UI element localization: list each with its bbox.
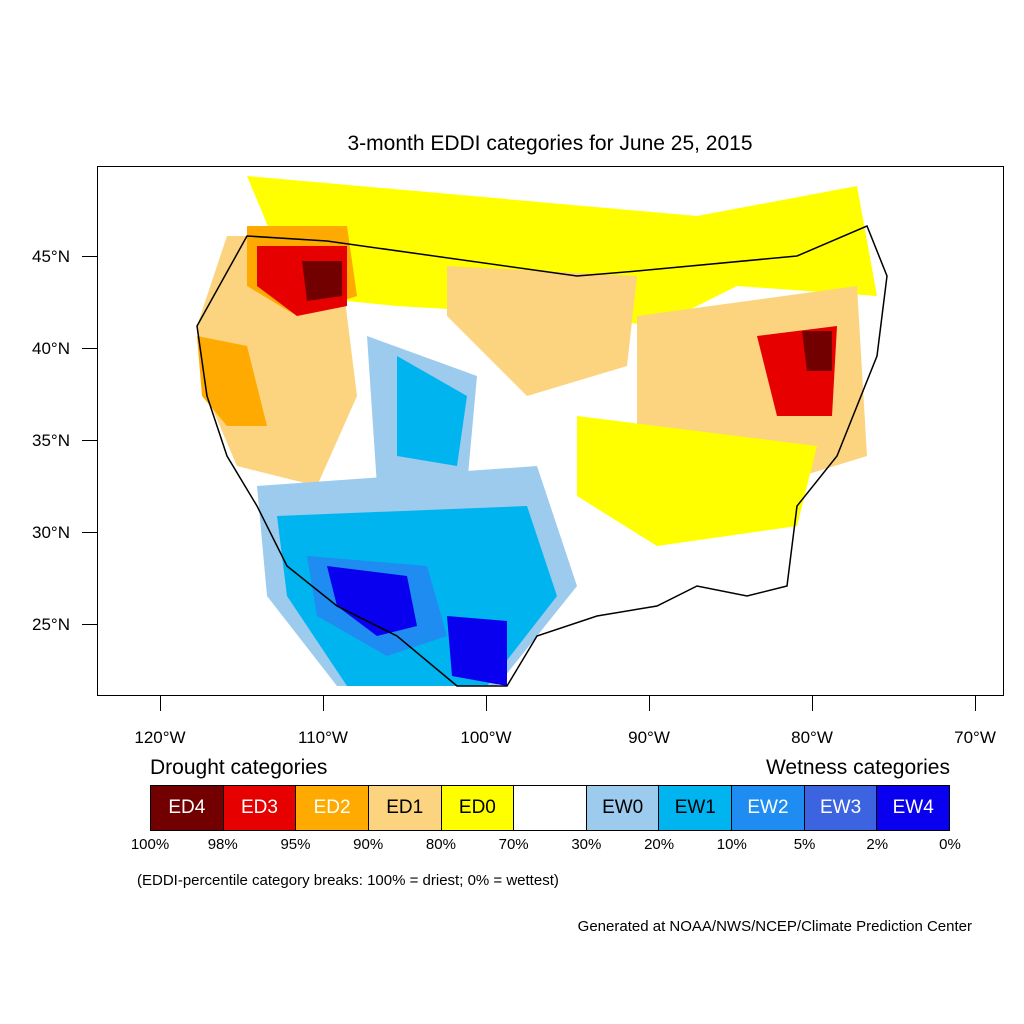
- lon-label-110: 110°W: [298, 728, 348, 747]
- category-regions: [197, 176, 877, 686]
- percentile-break-label: 95%: [280, 836, 311, 853]
- legend-box-ed2: ED2: [296, 786, 369, 830]
- legend-box-ew3: EW3: [804, 786, 878, 830]
- lon-tick: [160, 696, 161, 711]
- lat-tick: [82, 532, 97, 533]
- lon-label-90: 90°W: [628, 728, 670, 747]
- lon-tick: [812, 696, 813, 711]
- percentile-break-label: 2%: [866, 836, 889, 853]
- percentile-break-label: 100%: [130, 836, 170, 853]
- lon-tick: [649, 696, 650, 711]
- map-canvas: [97, 166, 1004, 696]
- credit-line: Generated at NOAA/NWS/NCEP/Climate Predi…: [577, 918, 972, 935]
- percentile-break-label: 70%: [498, 836, 529, 853]
- coastline-outline: [196, 225, 888, 687]
- lon-tick: [323, 696, 324, 711]
- lon-label-100: 100°W: [460, 728, 512, 747]
- lon-label-70: 70°W: [954, 728, 996, 747]
- lon-label-120: 120°W: [134, 728, 186, 747]
- legend-box-ed0: ED0: [441, 786, 515, 830]
- lon-label-80: 80°W: [791, 728, 833, 747]
- lon-tick: [486, 696, 487, 711]
- legend-box-ed1: ED1: [368, 786, 442, 830]
- percentile-break-label: 98%: [207, 836, 238, 853]
- category-legend: ED4 ED3 ED2 ED1 ED0 EW0 EW1 EW2 EW3 EW4: [150, 785, 950, 831]
- lat-tick: [82, 348, 97, 349]
- lat-tick: [82, 256, 97, 257]
- percentile-break-label: 80%: [425, 836, 456, 853]
- legend-box-ew4: EW4: [877, 786, 950, 830]
- legend-box-neutral: [514, 786, 587, 830]
- drought-categories-title: Drought categories: [150, 756, 328, 779]
- percentile-break-label: 0%: [939, 836, 961, 853]
- legend-box-ed3: ED3: [223, 786, 297, 830]
- lon-tick: [975, 696, 976, 711]
- lat-tick: [82, 440, 97, 441]
- legend-box-ed4: ED4: [151, 786, 224, 830]
- lat-label-40: 40°N: [32, 339, 70, 358]
- lat-label-35: 35°N: [32, 431, 70, 450]
- legend-box-ew0: EW0: [586, 786, 660, 830]
- category-note: (EDDI-percentile category breaks: 100% =…: [137, 872, 559, 889]
- percentile-break-label: 5%: [793, 836, 816, 853]
- lat-label-30: 30°N: [32, 523, 70, 542]
- lat-label-45: 45°N: [32, 247, 70, 266]
- percentile-break-label: 90%: [353, 836, 384, 853]
- lat-label-25: 25°N: [32, 615, 70, 634]
- eddi-map: [97, 166, 1004, 696]
- legend-box-ew1: EW1: [659, 786, 733, 830]
- map-title: 3-month EDDI categories for June 25, 201…: [347, 132, 753, 155]
- percentile-break-label: 20%: [644, 836, 675, 853]
- percentile-break-label: 30%: [571, 836, 602, 853]
- lat-tick: [82, 624, 97, 625]
- legend-box-ew2: EW2: [732, 786, 805, 830]
- wetness-categories-title: Wetness categories: [765, 756, 950, 779]
- percentile-break-label: 10%: [716, 836, 747, 853]
